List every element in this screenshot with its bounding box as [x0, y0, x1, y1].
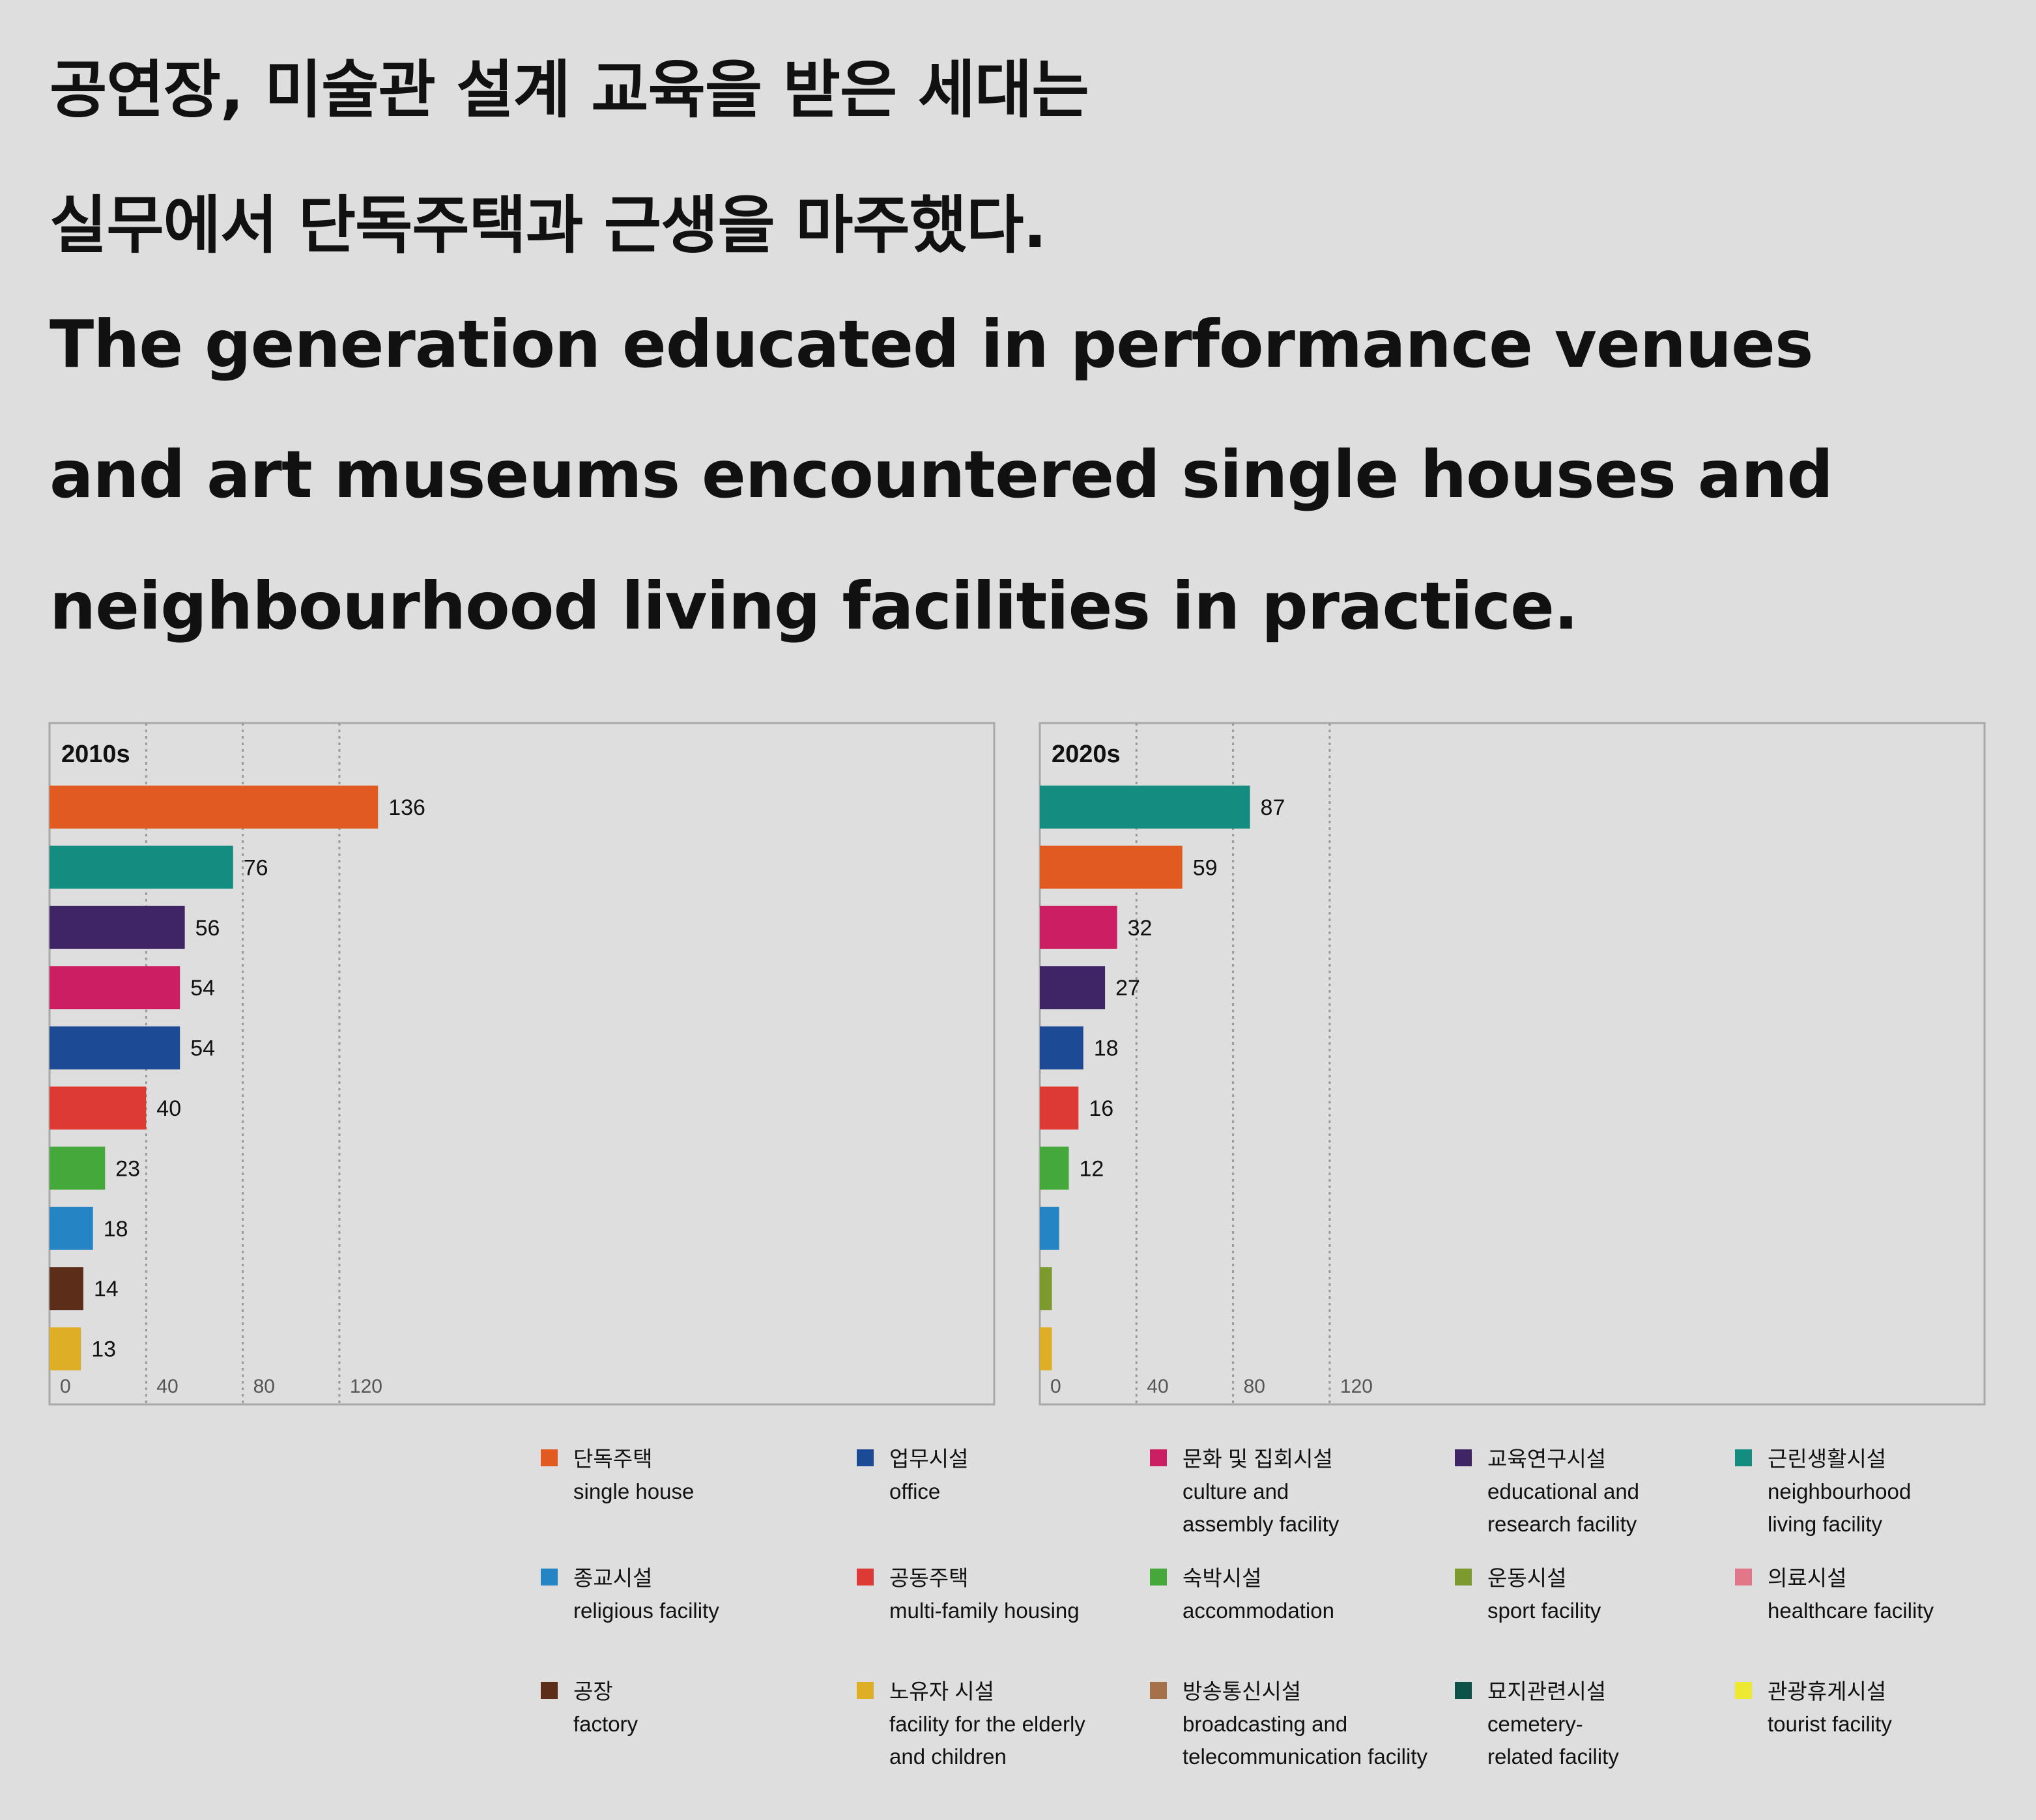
bar-value-label: 18 [104, 1217, 128, 1242]
bar [50, 1267, 83, 1311]
bar [1040, 1267, 1052, 1311]
legend-label-english: culture and assembly facility [1183, 1479, 1340, 1536]
legend-swatch [857, 1449, 874, 1466]
legend-label-korean: 교육연구시설 [1487, 1447, 1607, 1471]
legend-label-english: office [889, 1479, 941, 1503]
bar-value-label: 27 [1115, 976, 1140, 1001]
legend-swatch [857, 1569, 874, 1585]
bar [1040, 1327, 1052, 1371]
bar-value-label: 59 [1193, 855, 1218, 880]
legend-label-english: multi-family housing [889, 1599, 1080, 1623]
legend-swatch [1150, 1569, 1167, 1585]
bar-value-label: 87 [1261, 795, 1285, 820]
bar-charts: 0 40 80 120 2010s 136 76 56 54 54 40 23 18 14 13 0 40 80 1… [48, 722, 1986, 1406]
legend-swatch [541, 1682, 558, 1699]
legend-label-korean: 방송통신시설 [1183, 1679, 1302, 1703]
bar-value-label: 13 [91, 1337, 116, 1362]
bar [1040, 966, 1106, 1010]
bar-value-label: 54 [190, 1036, 215, 1061]
legend-swatch [1150, 1682, 1167, 1699]
bar [50, 846, 233, 889]
x-tick-label: 80 [1244, 1376, 1265, 1397]
bar-value-label: 76 [244, 855, 268, 880]
bar [1040, 786, 1250, 829]
bar-value-label: 40 [156, 1096, 181, 1121]
bar [1040, 1146, 1069, 1190]
bar-value-label: 12 [1079, 1156, 1104, 1181]
legend-label-korean: 공장 [573, 1679, 613, 1703]
legend-label-korean: 관광휴게시설 [1768, 1679, 1887, 1703]
legend-label-english: educational and research facility [1487, 1479, 1640, 1536]
legend-label-korean: 묘지관련시설 [1487, 1679, 1607, 1703]
bar-value-label: 23 [115, 1156, 140, 1181]
bar-value-label: 18 [1094, 1036, 1119, 1061]
legend-label-english: neighbourhood living facility [1768, 1479, 1912, 1536]
legend-swatch [1455, 1449, 1472, 1466]
x-tick-label: 40 [1147, 1376, 1168, 1397]
legend-label-korean: 단독주택 [573, 1447, 653, 1471]
bar [50, 1206, 93, 1250]
legend-label-english: single house [573, 1479, 695, 1503]
title-korean-line-1: 공연장, 미술관 설계 교육을 받은 세대는 [50, 53, 1089, 126]
x-tick-label: 0 [1050, 1376, 1061, 1397]
x-tick-label: 40 [156, 1376, 178, 1397]
bar-value-label: 16 [1089, 1096, 1113, 1121]
panel-label: 2020s [1052, 741, 1121, 768]
legend-label-english: facility for the elderly and children [889, 1712, 1085, 1769]
x-tick-label: 0 [60, 1376, 71, 1397]
legend-swatch [1735, 1569, 1752, 1585]
legend-label-english: broadcasting and telecommunication facil… [1183, 1712, 1427, 1769]
legend-label-english: cemetery- related facility [1487, 1712, 1619, 1769]
legend-label-english: accommodation [1183, 1599, 1334, 1623]
legend-label-korean: 근린생활시설 [1768, 1447, 1887, 1471]
title-english-line-3: neighbourhood living facilities in pract… [50, 568, 1579, 644]
title-korean-line-2: 실무에서 단독주택과 근생을 마주했다. [50, 189, 1047, 262]
legend-label-english: tourist facility [1768, 1712, 1892, 1736]
legend: 단독주택 single house 업무시설 office 문화 및 집회시설 cultu… [541, 1443, 1974, 1795]
legend-swatch [541, 1449, 558, 1466]
bar [1040, 1026, 1083, 1070]
bar [50, 1327, 81, 1371]
bar [50, 1087, 147, 1130]
legend-label-korean: 공동주택 [889, 1566, 969, 1590]
bar [50, 1026, 180, 1070]
legend-swatch [1735, 1449, 1752, 1466]
x-tick-label: 120 [1340, 1376, 1373, 1397]
legend-label-english: factory [573, 1712, 638, 1736]
bar [1040, 846, 1183, 889]
legend-label-korean: 문화 및 집회시설 [1183, 1447, 1333, 1471]
legend-swatch [857, 1682, 874, 1699]
legend-swatch [541, 1569, 558, 1585]
legend-label-korean: 운동시설 [1487, 1566, 1567, 1590]
legend-swatch [1735, 1682, 1752, 1699]
legend-label-english: healthcare facility [1768, 1599, 1934, 1623]
bar-value-label: 32 [1128, 916, 1153, 941]
legend-label-korean: 숙박시설 [1183, 1566, 1262, 1590]
bar [50, 966, 180, 1010]
bar [1040, 1087, 1079, 1130]
title-english-line-1: The generation educated in performance v… [50, 306, 1813, 382]
legend-label-english: religious facility [573, 1599, 719, 1623]
legend-label-korean: 업무시설 [889, 1447, 969, 1471]
x-tick-label: 120 [350, 1376, 382, 1397]
bar-value-label: 136 [388, 795, 425, 820]
bar [50, 786, 379, 829]
bar [50, 905, 185, 949]
x-tick-label: 80 [253, 1376, 275, 1397]
legend-swatch [1455, 1682, 1472, 1699]
bar-value-label: 54 [190, 976, 215, 1001]
panel-label: 2010s [61, 741, 130, 768]
legend-swatch [1455, 1569, 1472, 1585]
bar-value-label: 14 [94, 1277, 119, 1301]
legend-label-english: sport facility [1487, 1599, 1601, 1623]
legend-label-korean: 노유자 시설 [889, 1679, 994, 1703]
legend-swatch [1150, 1449, 1167, 1466]
title-english-line-2: and art museums encountered single house… [50, 436, 1833, 513]
bar-value-label: 56 [195, 916, 220, 941]
bar [50, 1146, 106, 1190]
legend-label-korean: 종교시설 [573, 1566, 653, 1590]
legend-label-korean: 의료시설 [1768, 1566, 1847, 1590]
bar [1040, 905, 1117, 949]
bar [1040, 1206, 1059, 1250]
